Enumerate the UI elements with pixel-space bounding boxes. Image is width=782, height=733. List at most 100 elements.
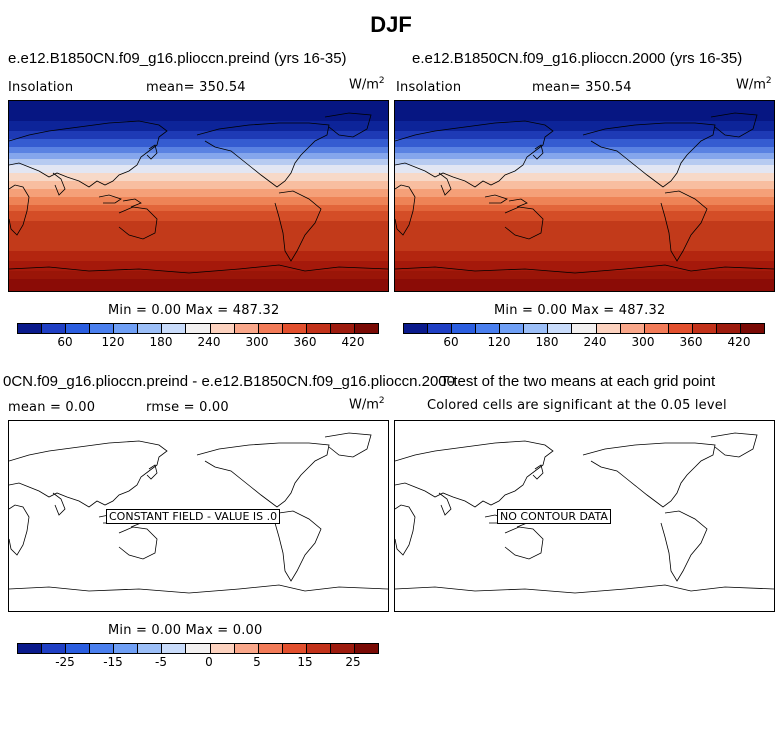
colorbar-tick-label: 180 xyxy=(535,335,559,349)
insolation-band xyxy=(9,173,388,182)
colorbar-swatch xyxy=(354,324,378,333)
colorbar-swatch xyxy=(42,644,67,653)
colorbar-swatch xyxy=(428,324,453,333)
minmax-label: Min = 0.00 Max = 487.32 xyxy=(494,303,666,318)
coastlines xyxy=(9,112,388,274)
colorbar-swatch xyxy=(258,644,283,653)
insolation-band xyxy=(9,251,388,262)
insolation-band xyxy=(395,147,774,154)
panel-title-2000: e.e12.B1850CN.f09_g16.plioccn.2000 (yrs … xyxy=(412,50,743,67)
colorbar-swatch xyxy=(66,644,91,653)
colorbar-tick-label: 240 xyxy=(583,335,607,349)
units-label: W/m2 xyxy=(349,396,385,413)
insolation-band xyxy=(395,173,774,182)
minmax-label: Min = 0.00 Max = 487.32 xyxy=(108,303,280,318)
insolation-band xyxy=(9,131,388,140)
colorbar-swatch xyxy=(114,644,139,653)
insolation-band xyxy=(395,205,774,212)
variable-label: Insolation xyxy=(8,80,74,95)
colorbar-swatch xyxy=(620,324,645,333)
significance-note: Colored cells are significant at the 0.0… xyxy=(427,398,727,413)
insolation-band xyxy=(395,189,774,198)
insolation-band xyxy=(9,197,388,206)
colorbar-swatch xyxy=(90,324,115,333)
colorbar-tick-label: 300 xyxy=(631,335,655,349)
colorbar-swatch xyxy=(692,324,717,333)
insolation-band xyxy=(395,279,774,291)
insolation-band xyxy=(9,279,388,291)
colorbar-swatch xyxy=(330,324,355,333)
figure-title: DJF xyxy=(370,12,412,37)
insolation-band xyxy=(395,101,774,122)
colorbar-swatch xyxy=(90,644,115,653)
insolation-band xyxy=(395,139,774,148)
colorbar-swatch xyxy=(306,644,331,653)
colorbar-swatch xyxy=(234,324,259,333)
colorbar-swatch xyxy=(354,644,378,653)
colorbar-swatch xyxy=(138,324,163,333)
insolation-band xyxy=(9,211,388,222)
colorbar-swatch xyxy=(500,324,525,333)
insolation-band xyxy=(9,205,388,212)
colorbar-swatch xyxy=(114,324,139,333)
insolation-band xyxy=(395,165,774,174)
insolation-band xyxy=(395,121,774,132)
colorbar-difference xyxy=(17,643,379,654)
rmse-label: rmse = 0.00 xyxy=(146,400,229,415)
colorbar-swatch xyxy=(524,324,549,333)
colorbar-tick-label: 5 xyxy=(253,655,261,669)
insolation-band xyxy=(9,165,388,174)
insolation-band xyxy=(395,211,774,222)
insolation-band xyxy=(9,139,388,148)
colorbar-swatch xyxy=(548,324,573,333)
panel-title-preind: e.e12.B1850CN.f09_g16.plioccn.preind (yr… xyxy=(8,50,347,67)
colorbar-insolation-right xyxy=(403,323,765,334)
colorbar-swatch xyxy=(668,324,693,333)
colorbar-tick-label: 25 xyxy=(345,655,361,669)
colorbar-tick-label: -5 xyxy=(155,655,167,669)
variable-label: Insolation xyxy=(396,80,462,95)
colorbar-swatch xyxy=(476,324,501,333)
insolation-band xyxy=(9,159,388,166)
insolation-band xyxy=(395,181,774,190)
insolation-band xyxy=(395,159,774,166)
colorbar-swatch xyxy=(186,324,211,333)
mean-label: mean= 350.54 xyxy=(146,80,246,95)
colorbar-tick-label: 180 xyxy=(149,335,173,349)
mean-label: mean = 0.00 xyxy=(8,400,96,415)
colorbar-swatch xyxy=(596,324,621,333)
insolation-map-preind xyxy=(8,100,389,292)
units-label: W/m2 xyxy=(736,76,772,93)
colorbar-swatch xyxy=(210,324,235,333)
insolation-band xyxy=(395,271,774,280)
insolation-band xyxy=(395,261,774,272)
insolation-band xyxy=(395,131,774,140)
colorbar-swatch xyxy=(282,324,307,333)
colorbar-tick-label: 15 xyxy=(297,655,313,669)
insolation-band xyxy=(395,221,774,252)
colorbar-swatch xyxy=(138,644,163,653)
insolation-band xyxy=(9,147,388,154)
coastlines xyxy=(9,432,388,594)
mean-label: mean= 350.54 xyxy=(532,80,632,95)
colorbar-tick-label: 60 xyxy=(57,335,73,349)
colorbar-tick-label: -15 xyxy=(103,655,123,669)
insolation-band xyxy=(395,197,774,206)
minmax-label: Min = 0.00 Max = 0.00 xyxy=(108,623,263,638)
colorbar-swatch xyxy=(162,324,187,333)
colorbar-swatch xyxy=(644,324,669,333)
colorbar-swatch xyxy=(162,644,187,653)
insolation-band xyxy=(9,181,388,190)
insolation-band xyxy=(9,271,388,280)
colorbar-swatch xyxy=(330,644,355,653)
colorbar-swatch xyxy=(18,644,43,653)
insolation-band xyxy=(9,101,388,122)
insolation-band xyxy=(9,121,388,132)
colorbar-tick-label: 360 xyxy=(293,335,317,349)
colorbar-tick-label: 360 xyxy=(679,335,703,349)
colorbar-swatch xyxy=(404,324,429,333)
colorbar-tick-label: 420 xyxy=(341,335,365,349)
colorbar-tick-label: 60 xyxy=(443,335,459,349)
colorbar-tick-label: 420 xyxy=(727,335,751,349)
colorbar-insolation-left xyxy=(17,323,379,334)
